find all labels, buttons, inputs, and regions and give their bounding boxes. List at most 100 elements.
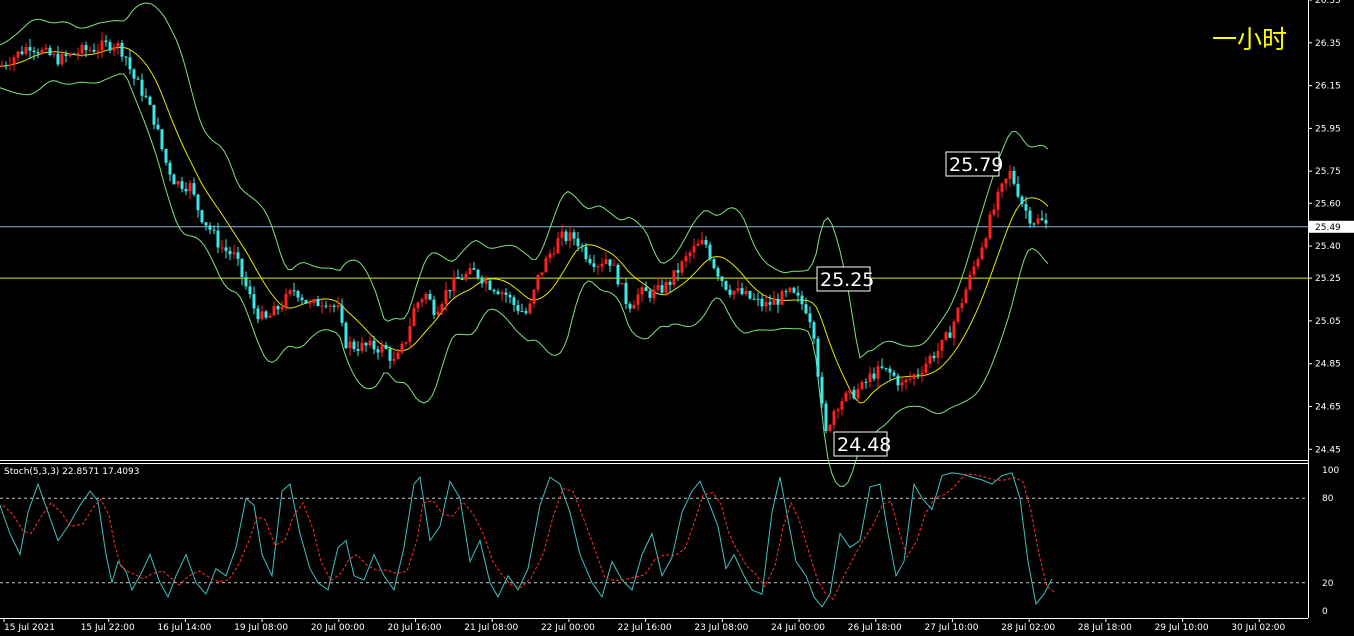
candle bbox=[964, 289, 968, 304]
candle bbox=[120, 42, 124, 57]
time-tick-label: 22 Jul 16:00 bbox=[618, 623, 672, 633]
candle bbox=[200, 210, 204, 223]
candle bbox=[784, 291, 788, 293]
candle bbox=[464, 273, 468, 280]
candle bbox=[424, 293, 428, 300]
candle bbox=[852, 389, 856, 399]
candle bbox=[124, 56, 128, 58]
candle bbox=[1020, 196, 1024, 205]
candle bbox=[268, 315, 272, 318]
candle bbox=[104, 40, 108, 43]
candle bbox=[572, 232, 576, 239]
candle bbox=[116, 42, 120, 47]
candle bbox=[628, 303, 632, 309]
candle bbox=[156, 124, 160, 130]
candle bbox=[528, 303, 532, 314]
candle bbox=[848, 389, 852, 393]
candle bbox=[636, 294, 640, 305]
candle bbox=[12, 57, 16, 65]
candle bbox=[16, 51, 20, 58]
candle bbox=[576, 238, 580, 247]
candle bbox=[800, 295, 804, 305]
candle bbox=[296, 291, 300, 298]
candle bbox=[540, 272, 544, 275]
candle bbox=[112, 46, 116, 51]
candle bbox=[396, 352, 400, 359]
price-callout: 25.79 bbox=[949, 154, 1003, 176]
candle bbox=[768, 302, 772, 305]
price-tick-label: 25.60 bbox=[1315, 199, 1341, 209]
candle bbox=[280, 307, 284, 310]
candle bbox=[1028, 210, 1032, 224]
candle bbox=[804, 304, 808, 314]
candle bbox=[684, 256, 688, 262]
candle bbox=[264, 311, 268, 318]
candle bbox=[668, 282, 672, 285]
candle bbox=[552, 253, 556, 255]
candle bbox=[880, 366, 884, 368]
candle bbox=[252, 294, 256, 309]
candle bbox=[64, 54, 68, 57]
candle bbox=[152, 104, 156, 125]
current-price-badge bbox=[1309, 220, 1354, 233]
candle bbox=[836, 409, 840, 412]
candle bbox=[976, 259, 980, 267]
middle-band bbox=[0, 46, 1049, 404]
candle bbox=[536, 274, 540, 290]
candle bbox=[68, 53, 72, 57]
candle bbox=[1000, 183, 1004, 192]
candle bbox=[108, 42, 112, 51]
candle bbox=[600, 263, 604, 267]
candle bbox=[20, 51, 24, 55]
candle bbox=[864, 381, 868, 383]
candle bbox=[860, 381, 864, 390]
candle bbox=[868, 373, 872, 382]
candle bbox=[328, 305, 332, 307]
price-callout-box bbox=[945, 151, 1000, 177]
candle bbox=[288, 290, 292, 294]
candle bbox=[928, 355, 932, 364]
time-tick-label: 22 Jul 00:00 bbox=[541, 623, 595, 633]
time-tick-label: 20 Jul 00:00 bbox=[311, 623, 365, 633]
candle bbox=[604, 259, 608, 264]
candle bbox=[276, 306, 280, 310]
candle bbox=[1036, 218, 1040, 224]
price-tick-label: 24.65 bbox=[1315, 403, 1341, 413]
candle bbox=[1032, 223, 1036, 225]
candle bbox=[808, 313, 812, 323]
price-tick-label: 25.40 bbox=[1315, 242, 1341, 252]
candle bbox=[508, 294, 512, 298]
lower-band bbox=[0, 73, 1049, 487]
candle bbox=[564, 231, 568, 241]
candle bbox=[896, 375, 900, 386]
candle bbox=[568, 232, 572, 241]
candle bbox=[400, 343, 404, 353]
candle bbox=[448, 289, 452, 292]
candle bbox=[76, 53, 80, 55]
candle bbox=[92, 49, 96, 52]
candle bbox=[444, 289, 448, 304]
candle bbox=[416, 302, 420, 309]
candle bbox=[712, 259, 716, 269]
candle bbox=[96, 50, 100, 52]
candle bbox=[932, 355, 936, 359]
candle bbox=[716, 268, 720, 277]
candle bbox=[608, 259, 612, 266]
candle bbox=[828, 424, 832, 431]
candle bbox=[1044, 220, 1048, 224]
candle bbox=[232, 252, 236, 255]
candle bbox=[344, 322, 348, 349]
stoch-signal-line bbox=[2, 473, 1056, 601]
candle bbox=[128, 57, 132, 70]
candle bbox=[728, 289, 732, 295]
candle bbox=[388, 348, 392, 361]
candle bbox=[404, 341, 408, 344]
candle bbox=[320, 305, 324, 307]
candle bbox=[900, 382, 904, 386]
candle bbox=[960, 303, 964, 308]
candle bbox=[644, 287, 648, 291]
candle bbox=[520, 311, 524, 313]
candle bbox=[0, 65, 4, 67]
price-tick-label: 24.45 bbox=[1315, 445, 1341, 455]
candle bbox=[612, 264, 616, 266]
